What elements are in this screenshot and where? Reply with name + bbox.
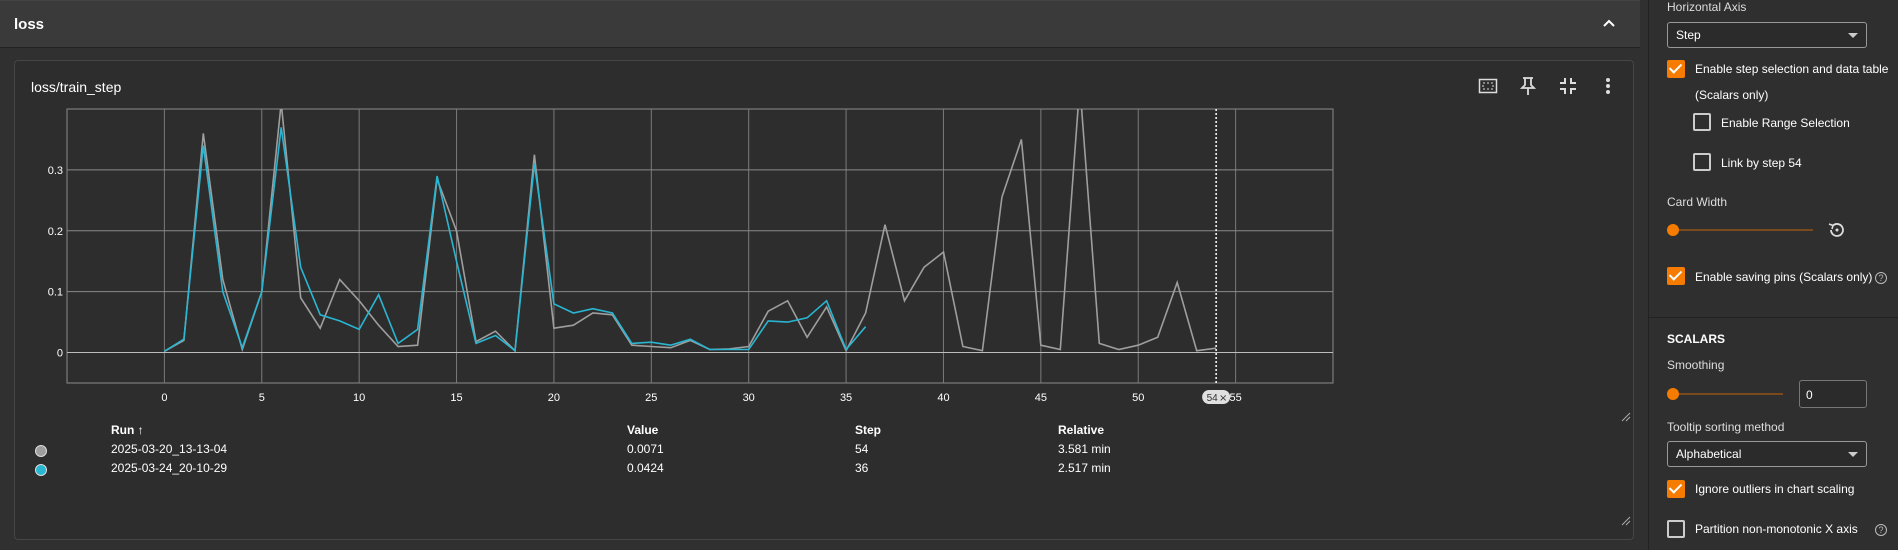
tooltip-sort-value: Alphabetical	[1676, 447, 1742, 461]
series-line	[163, 127, 867, 353]
range-selection-checkbox[interactable]	[1693, 113, 1711, 131]
header-value[interactable]: Value	[627, 423, 659, 437]
main-panel: loss loss/train_step 0 5 10 15 20 25 30 35 40 45 5…	[0, 0, 1640, 540]
x-tick-label: 35	[840, 392, 852, 404]
header-step[interactable]: Step	[855, 423, 882, 437]
card-toolbar	[1477, 75, 1619, 97]
x-tick-label: 40	[937, 392, 949, 404]
header-relative[interactable]: Relative	[1058, 423, 1105, 437]
saving-pins-checkbox[interactable]	[1667, 267, 1685, 285]
x-tick-label: 10	[353, 392, 365, 404]
scalars-only-note: (Scalars only)	[1695, 88, 1769, 102]
saving-pins-label: Enable saving pins (Scalars only)	[1695, 270, 1873, 284]
help-icon[interactable]: ?	[1875, 524, 1887, 536]
smoothing-value: 0	[1806, 388, 1813, 402]
card-title: loss/train_step	[31, 79, 122, 95]
x-tick-label: 5	[259, 392, 265, 404]
reset-icon[interactable]	[1827, 220, 1847, 240]
scalar-card: loss/train_step 0 5 10 15 20 25 30 35 40 45 50 55 0 0…	[14, 60, 1634, 540]
y-tick-label: 0.3	[48, 165, 63, 177]
x-tick-label: 20	[548, 392, 560, 404]
pin-icon[interactable]	[1517, 75, 1539, 97]
run-name: 2025-03-20_13-13-04	[111, 442, 228, 456]
table-row: 2025-03-24_20-10-29 0.0424 36 2.517 min	[15, 458, 1635, 480]
step-selection-label: Enable step selection and data table	[1695, 62, 1889, 76]
run-value: 0.0071	[627, 442, 664, 456]
run-value: 0.0424	[627, 461, 664, 475]
card-width-label: Card Width	[1667, 195, 1728, 209]
close-icon[interactable]: ×	[1219, 393, 1227, 404]
run-relative: 2.517 min	[1058, 461, 1111, 475]
run-step: 36	[855, 461, 869, 475]
x-tick-label: 15	[450, 392, 462, 404]
more-vert-icon[interactable]	[1597, 75, 1619, 97]
horizontal-axis-value: Step	[1676, 28, 1701, 42]
range-selection-label: Enable Range Selection	[1721, 116, 1850, 130]
run-color-dot	[35, 464, 47, 476]
partition-label: Partition non-monotonic X axis	[1695, 522, 1858, 536]
ignore-outliers-label: Ignore outliers in chart scaling	[1695, 482, 1855, 496]
settings-panel: Horizontal Axis Step Enable step selecti…	[1648, 0, 1898, 550]
y-tick-label: 0	[57, 348, 63, 360]
section-divider	[1649, 317, 1898, 318]
chevron-down-icon	[1848, 33, 1858, 38]
help-icon[interactable]: ?	[1875, 272, 1887, 284]
smoothing-track[interactable]	[1673, 393, 1783, 395]
table-resize-handle[interactable]	[1621, 513, 1631, 526]
plot-frame	[66, 108, 1334, 384]
x-tick-label: 0	[161, 392, 167, 404]
horizontal-axis-select[interactable]: Step	[1667, 22, 1867, 48]
y-tick-label: 0.1	[48, 287, 63, 299]
group-header[interactable]: loss	[0, 0, 1640, 48]
ignore-outliers-checkbox[interactable]	[1667, 480, 1685, 498]
link-by-step-checkbox[interactable]	[1693, 153, 1711, 171]
horizontal-axis-label: Horizontal Axis	[1667, 0, 1747, 14]
smoothing-input[interactable]: 0	[1799, 380, 1867, 408]
link-by-step-label: Link by step 54	[1721, 156, 1802, 170]
step-selection-checkbox[interactable]	[1667, 60, 1685, 78]
group-title: loss	[14, 16, 45, 33]
x-tick-label: 30	[743, 392, 755, 404]
smoothing-label: Smoothing	[1667, 358, 1725, 372]
header-run[interactable]: Run ↑	[111, 423, 144, 437]
run-name: 2025-03-24_20-10-29	[111, 461, 228, 475]
x-tick-label: 25	[645, 392, 657, 404]
smoothing-thumb[interactable]	[1667, 388, 1679, 400]
chevron-down-icon	[1848, 452, 1858, 457]
tooltip-sort-label: Tooltip sorting method	[1667, 420, 1785, 434]
chart-resize-handle[interactable]	[1621, 409, 1631, 422]
step-marker-label: 54	[1207, 393, 1219, 404]
fit-domain-icon[interactable]	[1477, 75, 1499, 97]
scalars-heading: SCALARS	[1667, 332, 1726, 346]
partition-checkbox[interactable]	[1667, 520, 1685, 538]
card-width-track[interactable]	[1673, 229, 1813, 231]
chevron-up-icon[interactable]	[1600, 15, 1618, 33]
card-width-thumb[interactable]	[1667, 224, 1679, 236]
x-tick-label: 45	[1035, 392, 1047, 404]
y-tick-label: 0.2	[48, 226, 63, 238]
table-row: 2025-03-20_13-13-04 0.0071 54 3.581 min	[15, 439, 1635, 461]
fullscreen-exit-icon[interactable]	[1557, 75, 1579, 97]
x-tick-label: 55	[1229, 392, 1241, 404]
tooltip-sort-select[interactable]: Alphabetical	[1667, 441, 1867, 467]
series-line	[164, 109, 1217, 353]
run-color-dot	[35, 445, 47, 457]
run-step: 54	[855, 442, 869, 456]
x-tick-label: 50	[1132, 392, 1144, 404]
step-marker-chip	[1202, 390, 1231, 404]
loss-chart[interactable]: 0 5 10 15 20 25 30 35 40 45 50 55 0 0.1 0.2 0.3 54 ×	[15, 103, 1635, 423]
run-relative: 3.581 min	[1058, 442, 1111, 456]
